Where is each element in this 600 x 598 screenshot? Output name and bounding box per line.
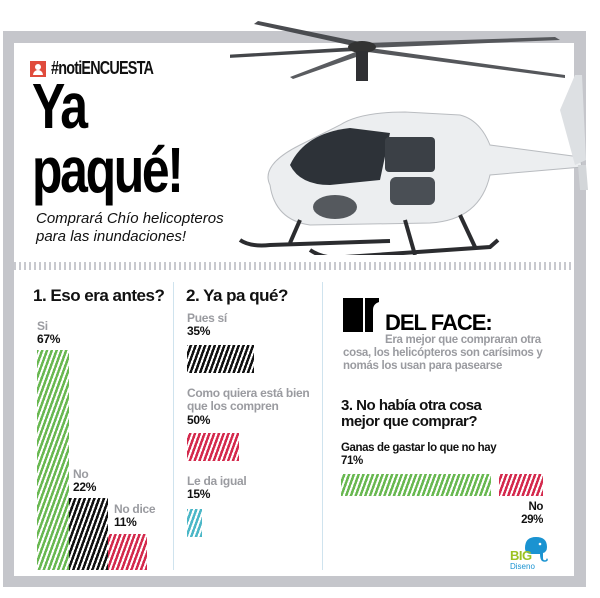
q3-bar-no [499,474,543,496]
q2-option-label: Le da igual [187,474,247,488]
q1-bar-si [37,350,69,570]
headline-line-2: paqué! [32,134,184,206]
q2-option-label: Pues sí [187,311,227,325]
q1-option-pct: 11% [114,515,137,529]
q3-option-label: Ganas de gastar lo que no hay [341,442,497,454]
section-separator [14,262,574,270]
elephant-icon [525,537,548,562]
q2-bar-le-da-igual [187,509,202,537]
q3-option-label: No [528,501,543,513]
headline-line-1: Ya [32,70,88,142]
divider-q2-q3 [322,282,323,570]
q2-bar-pues-si [187,345,254,373]
subtitle: Comprará Chío helicopteros para las inun… [36,210,224,245]
q1-option-label: No [73,467,89,481]
q2-option-pct: 15% [187,487,211,501]
q3-option-pct: 29% [521,514,543,526]
q1-bar-no [69,498,108,570]
del-face-comment: Era mejor que compraran otra cosa, los h… [343,334,543,372]
helicopter-image [230,21,588,255]
q3-option-pct: 71% [341,455,363,467]
hashtag-header: #notiENCUESTA [30,58,179,79]
big-diseno-logo: BIG Diseno [508,536,552,572]
hashtag-label: #notiENCUESTA [51,58,154,78]
user-icon [30,60,46,77]
q1-option-pct: 67% [37,332,61,346]
q1-option-label: No dice [114,502,156,516]
q2-option-pct: 50% [187,413,211,427]
q2-option-pct: 35% [187,324,211,338]
q2-bar-como-quiera [187,433,239,461]
q1-option-label: Si [37,319,48,333]
q3-title: 3. No había otra cosa mejor que comprar? [341,397,482,430]
logo-big: BIG [510,548,532,563]
logo-diseno: Diseno [510,562,535,571]
q1-bar-no-dice [108,534,147,570]
q1-title: 1. Eso era antes? [33,286,165,305]
q1-option-pct: 22% [73,480,97,494]
quote-icon [343,298,379,332]
q2-option-label: Como quiera está bien que los compren [187,386,310,413]
del-face-title: DEL FACE: [385,310,493,335]
divider-q1-q2 [173,282,174,570]
q3-bar-ganas [341,474,491,496]
q2-title: 2. Ya pa qué? [186,286,288,305]
